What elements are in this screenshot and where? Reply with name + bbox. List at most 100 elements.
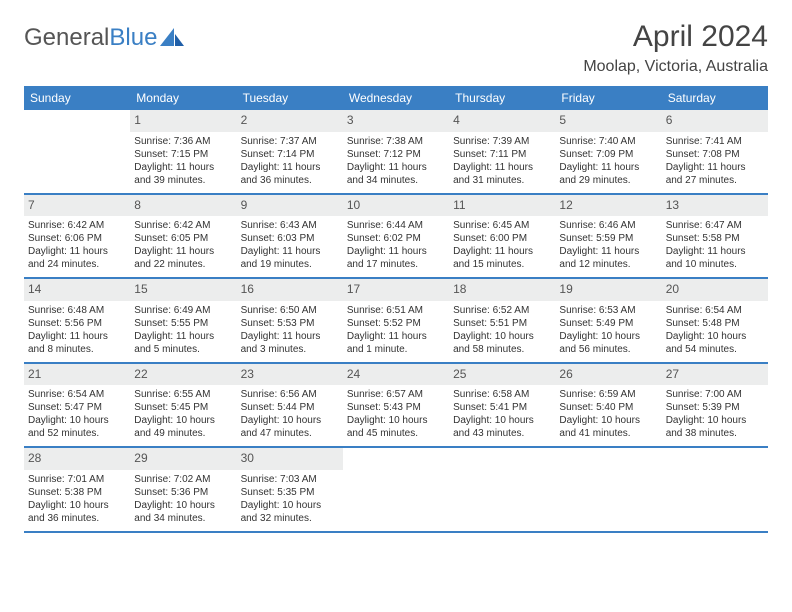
week-row: 7Sunrise: 6:42 AMSunset: 6:06 PMDaylight… — [24, 195, 768, 280]
day-number: 18 — [449, 279, 555, 301]
day-header: Sunday — [24, 86, 130, 110]
logo-sail-icon — [160, 28, 186, 48]
sunset-text: Sunset: 6:03 PM — [241, 232, 339, 245]
daylight2-text: and 36 minutes. — [28, 512, 126, 525]
daylight1-text: Daylight: 10 hours — [28, 414, 126, 427]
day-number: 13 — [662, 195, 768, 217]
day-cell: 21 Sunrise: 6:54 AMSunset: 5:47 PMDayligh… — [24, 364, 130, 447]
day-cell: 1Sunrise: 7:36 AMSunset: 7:15 PMDaylight… — [130, 110, 236, 193]
sunrise-text: Sunrise: 6:59 AM — [559, 388, 657, 401]
day-cell — [555, 448, 661, 531]
day-number: 17 — [343, 279, 449, 301]
daylight2-text: and 52 minutes. — [28, 427, 126, 440]
daylight2-text: and 38 minutes. — [666, 427, 764, 440]
sunset-text: Sunset: 7:11 PM — [453, 148, 551, 161]
sunrise-text: Sunrise: 6:58 AM — [453, 388, 551, 401]
daylight1-text: Daylight: 11 hours — [241, 245, 339, 258]
sunset-text: Sunset: 5:52 PM — [347, 317, 445, 330]
daylight1-text: Daylight: 11 hours — [134, 330, 232, 343]
sunrise-text: Sunrise: 7:37 AM — [241, 135, 339, 148]
week-row: 21Sunrise: 6:54 AMSunset: 5:47 PMDayligh… — [24, 364, 768, 449]
daylight2-text: and 27 minutes. — [666, 174, 764, 187]
daylight1-text: Daylight: 10 hours — [666, 330, 764, 343]
day-cell — [449, 448, 555, 531]
sunrise-text: Sunrise: 7:41 AM — [666, 135, 764, 148]
day-number: 21 — [24, 364, 130, 386]
week-row: 28Sunrise: 7:01 AMSunset: 5:38 PMDayligh… — [24, 448, 768, 533]
sunrise-text: Sunrise: 6:44 AM — [347, 219, 445, 232]
sunrise-text: Sunrise: 6:42 AM — [134, 219, 232, 232]
sunrise-text: Sunrise: 7:02 AM — [134, 473, 232, 486]
daylight2-text: and 8 minutes. — [28, 343, 126, 356]
sunset-text: Sunset: 5:48 PM — [666, 317, 764, 330]
week-row: 1Sunrise: 7:36 AMSunset: 7:15 PMDaylight… — [24, 110, 768, 195]
day-cell: 15Sunrise: 6:49 AMSunset: 5:55 PMDayligh… — [130, 279, 236, 362]
day-cell — [24, 110, 130, 193]
daylight1-text: Daylight: 10 hours — [347, 414, 445, 427]
day-number: 26 — [555, 364, 661, 386]
day-cell: 10Sunrise: 6:44 AMSunset: 6:02 PMDayligh… — [343, 195, 449, 278]
logo-text-part2: Blue — [109, 24, 157, 52]
daylight2-text: and 34 minutes. — [347, 174, 445, 187]
calendar: Sunday Monday Tuesday Wednesday Thursday… — [24, 86, 768, 533]
daylight1-text: Daylight: 10 hours — [134, 414, 232, 427]
daylight2-text: and 29 minutes. — [559, 174, 657, 187]
daylight2-text: and 17 minutes. — [347, 258, 445, 271]
sunset-text: Sunset: 5:44 PM — [241, 401, 339, 414]
sunset-text: Sunset: 7:09 PM — [559, 148, 657, 161]
daylight1-text: Daylight: 11 hours — [453, 245, 551, 258]
day-cell: 27Sunrise: 7:00 AMSunset: 5:39 PMDayligh… — [662, 364, 768, 447]
day-cell: 25Sunrise: 6:58 AMSunset: 5:41 PMDayligh… — [449, 364, 555, 447]
daylight1-text: Daylight: 10 hours — [666, 414, 764, 427]
day-cell: 26Sunrise: 6:59 AMSunset: 5:40 PMDayligh… — [555, 364, 661, 447]
header: GeneralBlue April 2024 Moolap, Victoria,… — [24, 20, 768, 76]
daylight1-text: Daylight: 11 hours — [28, 245, 126, 258]
day-cell: 14Sunrise: 6:48 AMSunset: 5:56 PMDayligh… — [24, 279, 130, 362]
day-header: Wednesday — [343, 86, 449, 110]
daylight1-text: Daylight: 11 hours — [347, 330, 445, 343]
daylight1-text: Daylight: 11 hours — [134, 161, 232, 174]
logo: GeneralBlue — [24, 24, 186, 52]
sunset-text: Sunset: 5:47 PM — [28, 401, 126, 414]
day-number: 7 — [24, 195, 130, 217]
day-header-row: Sunday Monday Tuesday Wednesday Thursday… — [24, 86, 768, 110]
sunrise-text: Sunrise: 6:43 AM — [241, 219, 339, 232]
sunset-text: Sunset: 5:45 PM — [134, 401, 232, 414]
location: Moolap, Victoria, Australia — [583, 58, 768, 76]
sunrise-text: Sunrise: 6:52 AM — [453, 304, 551, 317]
day-number: 29 — [130, 448, 236, 470]
day-number: 19 — [555, 279, 661, 301]
daylight2-text: and 22 minutes. — [134, 258, 232, 271]
logo-text-part1: General — [24, 24, 109, 52]
sunrise-text: Sunrise: 6:54 AM — [28, 388, 126, 401]
sunset-text: Sunset: 5:59 PM — [559, 232, 657, 245]
sunset-text: Sunset: 5:41 PM — [453, 401, 551, 414]
week-row: 14Sunrise: 6:48 AMSunset: 5:56 PMDayligh… — [24, 279, 768, 364]
sunset-text: Sunset: 5:43 PM — [347, 401, 445, 414]
daylight2-text: and 3 minutes. — [241, 343, 339, 356]
sunset-text: Sunset: 5:49 PM — [559, 317, 657, 330]
sunset-text: Sunset: 7:12 PM — [347, 148, 445, 161]
sunset-text: Sunset: 5:39 PM — [666, 401, 764, 414]
daylight2-text: and 34 minutes. — [134, 512, 232, 525]
daylight1-text: Daylight: 10 hours — [241, 499, 339, 512]
day-number: 14 — [24, 279, 130, 301]
day-cell: 2Sunrise: 7:37 AMSunset: 7:14 PMDaylight… — [237, 110, 343, 193]
sunrise-text: Sunrise: 7:01 AM — [28, 473, 126, 486]
daylight2-text: and 47 minutes. — [241, 427, 339, 440]
day-cell: 22Sunrise: 6:55 AMSunset: 5:45 PMDayligh… — [130, 364, 236, 447]
day-cell: 3Sunrise: 7:38 AMSunset: 7:12 PMDaylight… — [343, 110, 449, 193]
day-cell: 23Sunrise: 6:56 AMSunset: 5:44 PMDayligh… — [237, 364, 343, 447]
day-cell: 13Sunrise: 6:47 AMSunset: 5:58 PMDayligh… — [662, 195, 768, 278]
day-number: 16 — [237, 279, 343, 301]
day-cell: 18Sunrise: 6:52 AMSunset: 5:51 PMDayligh… — [449, 279, 555, 362]
daylight1-text: Daylight: 10 hours — [453, 414, 551, 427]
day-number: 10 — [343, 195, 449, 217]
day-header: Friday — [555, 86, 661, 110]
day-cell: 5Sunrise: 7:40 AMSunset: 7:09 PMDaylight… — [555, 110, 661, 193]
daylight2-text: and 19 minutes. — [241, 258, 339, 271]
sunrise-text: Sunrise: 7:39 AM — [453, 135, 551, 148]
sunrise-text: Sunrise: 6:56 AM — [241, 388, 339, 401]
sunrise-text: Sunrise: 6:48 AM — [28, 304, 126, 317]
daylight2-text: and 24 minutes. — [28, 258, 126, 271]
